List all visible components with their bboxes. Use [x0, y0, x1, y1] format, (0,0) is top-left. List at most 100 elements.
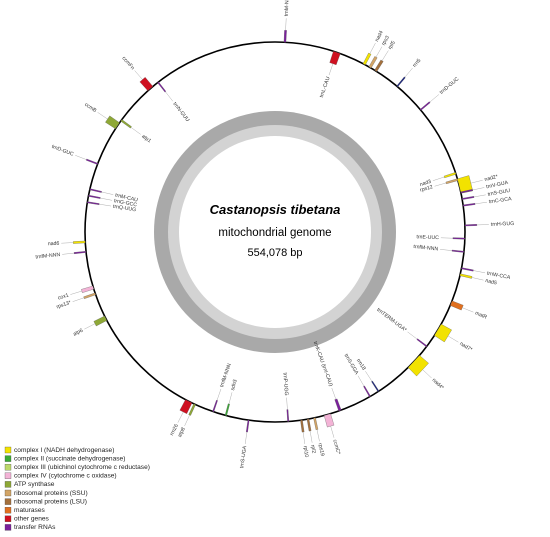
gene-leader [474, 195, 486, 197]
gene-block [397, 77, 406, 87]
gene-leader [99, 204, 111, 206]
legend-swatch [5, 516, 11, 522]
legend: complex I (NADH dehydrogenase)complex II… [5, 447, 150, 532]
gene-block [434, 324, 451, 342]
legend-swatch [5, 447, 11, 453]
gene-leader [440, 249, 452, 250]
gene-leader [303, 432, 305, 444]
gene-block [73, 241, 85, 244]
gene-block [335, 399, 342, 411]
genome-subtitle: mitochondrial genome [218, 227, 331, 239]
gene-leader [376, 47, 382, 57]
gene-block [420, 102, 430, 111]
gene-block [307, 419, 311, 431]
gene-label: trnM-NNN [284, 0, 291, 16]
gene-leader [100, 198, 112, 200]
gene-label: ccmFn [121, 56, 136, 72]
gene-block [121, 120, 132, 129]
gene-leader [332, 388, 336, 399]
gene-label: ccmC* [331, 439, 341, 455]
legend-label: maturases [14, 507, 45, 514]
gene-block [324, 414, 334, 427]
genome-size: 554,078 bp [247, 247, 302, 259]
gene-label: trnE-UUC [416, 234, 439, 241]
gene-label: nad6 [48, 241, 60, 248]
gene-label: rpl2 [309, 444, 316, 454]
gene-label: trnK-CAU (trnI-CAU) [312, 341, 334, 388]
gene-label: trnfM-NNN [35, 252, 61, 261]
gene-label: trnD-GUC [439, 76, 461, 96]
gene-leader [75, 155, 86, 159]
gene-leader [329, 64, 333, 75]
gene-label: atp1 [140, 133, 152, 144]
gene-label: trnP-UGG [281, 372, 289, 395]
gene-block [246, 420, 249, 432]
gene-block [86, 159, 98, 165]
legend-label: complex IV (cytochrome c oxidase) [14, 473, 117, 480]
gene-block [417, 339, 427, 347]
gene-label: trnD-GUC [51, 144, 75, 158]
gene-label: rps19 [317, 443, 326, 457]
legend-swatch [5, 490, 11, 496]
legend-swatch [5, 507, 11, 513]
gene-block [452, 250, 464, 253]
gene-leader [229, 392, 232, 404]
gene-leader [286, 18, 287, 30]
gene-label: trnC-GCA [489, 196, 513, 205]
gene-leader [462, 308, 473, 312]
gene-block [463, 203, 475, 206]
legend-label: ribosomal proteins (SSU) [14, 490, 88, 497]
gene-block [444, 172, 456, 178]
gene-block [465, 224, 477, 226]
legend-swatch [5, 481, 11, 487]
gene-label: rpl10 [302, 446, 310, 458]
gene-block [88, 195, 100, 199]
gene-leader [365, 371, 372, 381]
gene-leader [473, 271, 485, 273]
gene-block [84, 293, 96, 299]
gene-leader [217, 389, 221, 400]
gene-leader [178, 412, 183, 423]
gene-block [287, 410, 289, 422]
gene-label: rrn5 [412, 58, 423, 69]
gene-label: trnL-CAU [319, 76, 332, 99]
legend-label: complex III (ubichinol cytochrome c redu… [14, 464, 150, 471]
gene-leader [317, 430, 319, 442]
gene-label: trnS-UGA [239, 445, 248, 469]
genome-title: Castanopsis tibetana [210, 202, 341, 217]
gene-label: atp6 [72, 328, 84, 338]
gene-label: nad7* [458, 341, 473, 353]
legend-swatch [5, 464, 11, 470]
gene-label: trnN-GUU [171, 101, 190, 123]
gene-block [81, 286, 93, 293]
legend-label: complex I (NADH dehydrogenase) [14, 447, 114, 454]
gene-leader [185, 415, 190, 426]
gene-label: matR [474, 310, 488, 320]
gene-leader [370, 43, 376, 54]
gene-leader [73, 298, 84, 302]
gene-label: trnfM-NNN [413, 244, 439, 253]
gene-leader [471, 180, 483, 183]
gene-leader [423, 370, 432, 378]
gene-block [87, 202, 99, 205]
gene-block [363, 386, 370, 397]
gene-block [74, 251, 86, 254]
gene-leader [331, 426, 334, 438]
gene-leader [245, 432, 247, 444]
gene-block [363, 53, 371, 65]
gene-block [213, 400, 218, 412]
gene-leader [408, 332, 418, 339]
legend-label: ATP synthase [14, 481, 55, 488]
legend-label: complex II (succinate dehydrogenase) [14, 455, 125, 462]
gene-leader [382, 51, 388, 61]
gene-block [461, 268, 473, 272]
gene-leader [473, 188, 485, 190]
gene-leader [62, 253, 74, 254]
gene-block [446, 179, 458, 184]
gene-block [225, 404, 230, 416]
gene-block [460, 274, 472, 279]
gene-leader [70, 291, 81, 295]
gene-label: trnH-GUG [491, 221, 515, 228]
